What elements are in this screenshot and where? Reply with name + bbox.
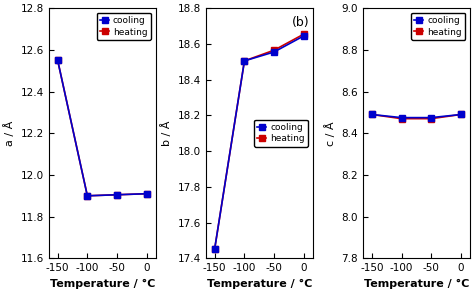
- Legend: cooling, heating: cooling, heating: [97, 13, 151, 40]
- cooling: [301, 34, 307, 38]
- cooling: [84, 194, 90, 197]
- cooling: [55, 59, 61, 62]
- Line: heating: heating: [212, 31, 307, 251]
- Text: (a): (a): [135, 16, 153, 29]
- heating: [301, 32, 307, 36]
- cooling: [114, 193, 120, 197]
- cooling: [212, 247, 218, 250]
- Legend: cooling, heating: cooling, heating: [411, 13, 465, 40]
- X-axis label: Temperature / °C: Temperature / °C: [207, 279, 312, 289]
- Line: cooling: cooling: [55, 57, 150, 199]
- heating: [271, 48, 277, 52]
- heating: [84, 194, 90, 197]
- X-axis label: Temperature / °C: Temperature / °C: [49, 279, 155, 289]
- cooling: [369, 113, 374, 116]
- Line: cooling: cooling: [369, 112, 464, 120]
- heating: [458, 113, 464, 116]
- cooling: [242, 59, 247, 63]
- cooling: [458, 113, 464, 116]
- heating: [144, 192, 150, 195]
- X-axis label: Temperature / °C: Temperature / °C: [364, 279, 469, 289]
- cooling: [428, 116, 434, 119]
- Y-axis label: a / Å: a / Å: [4, 120, 15, 146]
- heating: [212, 247, 218, 250]
- heating: [399, 117, 404, 120]
- Line: heating: heating: [55, 57, 150, 199]
- Text: (c): (c): [450, 16, 466, 29]
- cooling: [144, 192, 150, 195]
- Y-axis label: c / Å: c / Å: [325, 121, 336, 146]
- heating: [369, 113, 374, 116]
- Y-axis label: b / Å: b / Å: [161, 120, 172, 146]
- cooling: [271, 50, 277, 54]
- cooling: [399, 116, 404, 119]
- heating: [114, 193, 120, 197]
- heating: [428, 117, 434, 120]
- Text: (b): (b): [292, 16, 310, 29]
- Line: heating: heating: [369, 112, 464, 121]
- heating: [55, 59, 61, 62]
- Legend: cooling, heating: cooling, heating: [254, 120, 308, 147]
- Line: cooling: cooling: [212, 33, 307, 251]
- heating: [242, 59, 247, 63]
